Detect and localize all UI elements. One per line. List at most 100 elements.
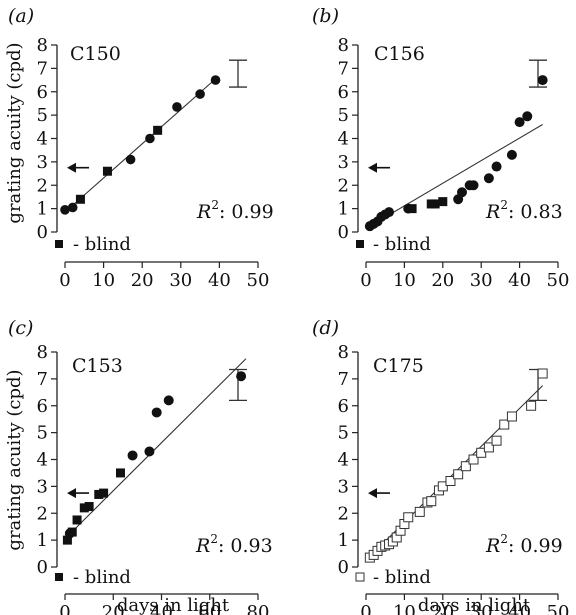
x-tick-label: 40 [208,270,231,291]
r2-value: : 0.83 [508,201,563,223]
r2-prefix: R [485,201,500,223]
data-point [457,187,467,198]
y-tick-label: 8 [37,342,48,363]
panel-plot-3: 0 1 2 3 4 5 6 7 8 0 10 20 30 40 50 [338,342,570,615]
y-tick-label: 8 [37,35,48,56]
y-tick-label: 0 [338,222,349,243]
data-point [144,446,155,457]
data-point [445,476,456,486]
x-tick-label: 0 [59,270,70,291]
y-tick-label: 6 [338,396,349,417]
data-point [151,407,162,418]
y-tick-label: 6 [37,82,48,103]
data-point [407,204,417,214]
data-point [127,450,138,461]
y-tick-label: 4 [338,129,349,150]
y-tick-label: 0 [338,557,349,578]
x-tick-label: 10 [92,270,115,291]
blind-marker [55,573,63,581]
y-tick-label: 3 [37,152,48,173]
r2-prefix: R [485,535,500,557]
blind-label: - blind [73,234,131,255]
x-tick-label: 50 [247,270,270,291]
x-tick-label: 30 [470,602,493,615]
data-point [522,111,533,122]
y-tick-label: 3 [338,476,349,497]
arrow-head [67,162,76,173]
data-point [94,489,104,499]
y-tick-label: 2 [37,503,48,524]
x-tick-label: 20 [431,602,454,615]
r2-sup: 2 [500,532,508,546]
data-point [163,395,174,406]
panel-a: (a) C150 R2: 0.99 - blind grating acuity… [4,5,274,255]
data-point [430,199,440,209]
data-point [145,133,155,144]
data-point [506,149,517,160]
panel-c: (c) C153 R2: 0.93 - blind grating acuity… [4,317,273,615]
x-axis-label: days in light [418,595,531,615]
data-point [468,454,479,465]
y-tick-label: 8 [338,35,349,56]
blind-label: - blind [373,567,431,588]
y-tick-label: 4 [37,450,48,471]
data-point [491,435,502,446]
x-axis-label: days in light [117,595,230,615]
data-point [526,400,537,411]
fit-line [365,124,543,229]
y-tick-label: 1 [37,530,48,551]
x-tick-label: 50 [547,602,570,615]
r2-value: : 0.99 [219,201,274,223]
arrow-head [368,488,377,499]
panel-id: C175 [373,355,424,377]
r2-sup: 2 [210,532,218,546]
data-point [483,173,494,184]
data-point [172,102,182,112]
y-tick-label: 2 [37,175,48,196]
r2-label: R2: 0.99 [196,198,274,223]
data-point [99,488,109,498]
data-point [460,461,471,472]
data-point [403,512,414,523]
y-tick-label: 5 [37,105,48,126]
data-point [384,207,395,218]
data-point [437,481,448,492]
y-tick-label: 2 [338,503,349,524]
r2-sup: 2 [211,198,219,212]
y-axis-label: grating acuity (cpd) [4,369,25,550]
data-point [60,204,70,215]
r2-value: : 0.99 [508,535,563,557]
y-tick-label: 5 [338,105,349,126]
blind-label: - blind [373,234,431,255]
panel-id: C156 [374,43,425,65]
panel-letter: (c) [8,317,33,339]
x-tick-label: 30 [470,270,493,291]
panel-b: (b) C156 R2: 0.83 - blind [312,5,563,255]
y-tick-label: 0 [37,222,48,243]
x-tick-label: 40 [508,270,531,291]
y-tick-label: 7 [37,58,48,79]
y-tick-label: 3 [338,152,349,173]
r2-label: R2: 0.83 [485,198,563,223]
data-point [514,117,525,128]
data-point [102,166,112,176]
data-point [125,154,136,165]
data-point [79,503,89,513]
x-tick-label: 10 [393,602,416,615]
svg-text:R2: 0.99: R2: 0.99 [485,532,563,557]
x-tick-label: 20 [131,270,154,291]
x-tick-label: 40 [150,602,173,615]
y-tick-label: 4 [338,450,349,471]
y-tick-label: 7 [338,369,349,390]
data-point [491,161,502,172]
data-point [414,506,425,517]
blind-marker [55,240,63,248]
x-tick-label: 0 [360,270,371,291]
data-point [468,180,479,191]
data-point [84,502,94,512]
panel-letter: (a) [8,5,34,27]
data-point [483,442,494,453]
y-tick-label: 4 [37,129,48,150]
